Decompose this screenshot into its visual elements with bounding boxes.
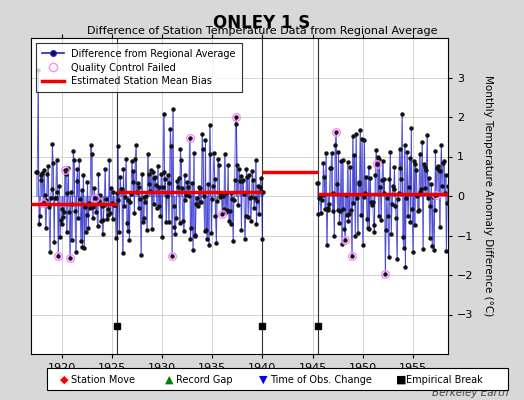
Text: ◆: ◆ xyxy=(60,375,69,385)
Text: ▼: ▼ xyxy=(259,375,268,385)
Text: Difference of Station Temperature Data from Regional Average: Difference of Station Temperature Data f… xyxy=(87,26,437,36)
Text: Empirical Break: Empirical Break xyxy=(406,375,483,385)
Text: ▲: ▲ xyxy=(165,375,173,385)
Text: Time of Obs. Change: Time of Obs. Change xyxy=(270,375,372,385)
Text: ■: ■ xyxy=(396,375,406,385)
Text: Record Gap: Record Gap xyxy=(176,375,232,385)
Text: Berkeley Earth: Berkeley Earth xyxy=(432,388,508,398)
Text: ONLEY 1 S: ONLEY 1 S xyxy=(213,14,311,32)
Legend: Difference from Regional Average, Quality Control Failed, Estimated Station Mean: Difference from Regional Average, Qualit… xyxy=(36,43,242,92)
Text: Station Move: Station Move xyxy=(71,375,135,385)
Y-axis label: Monthly Temperature Anomaly Difference (°C): Monthly Temperature Anomaly Difference (… xyxy=(483,75,493,317)
